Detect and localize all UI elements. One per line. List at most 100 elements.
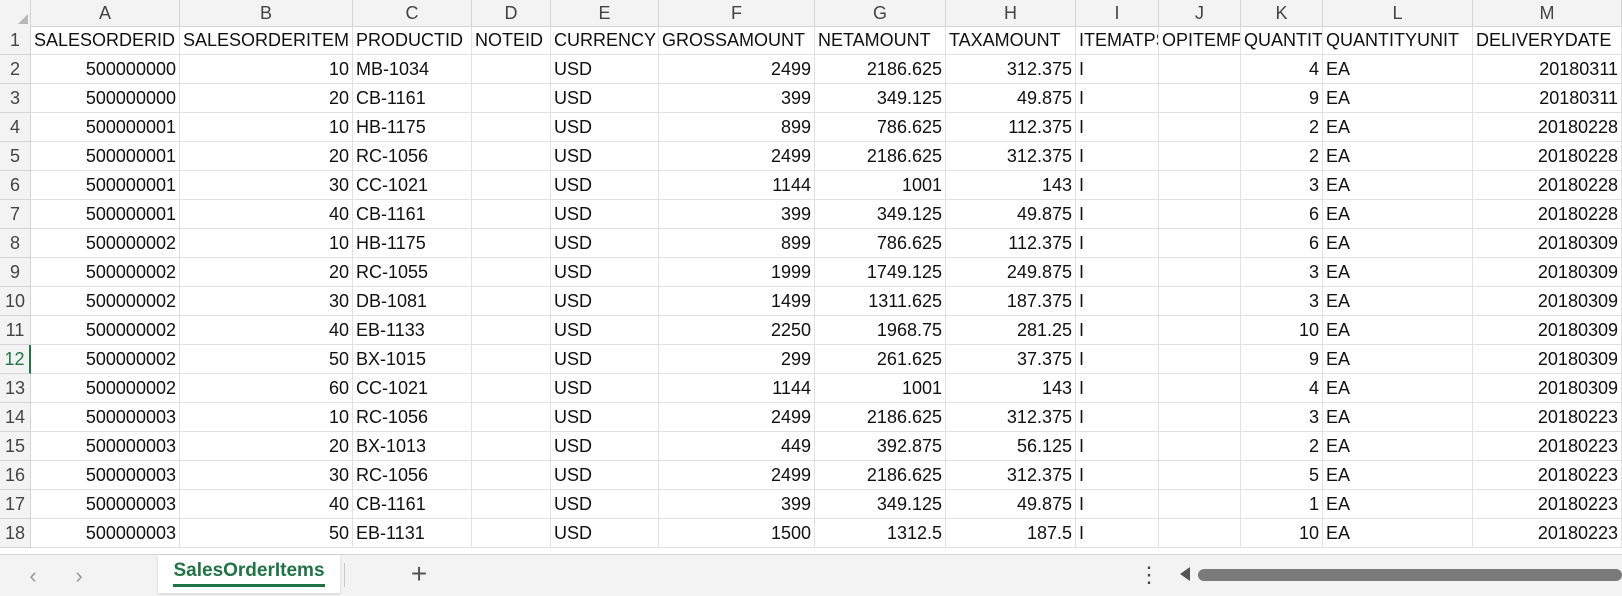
cell-m[interactable]: 20180309: [1473, 229, 1622, 258]
cell-d[interactable]: [472, 258, 551, 287]
cell-g[interactable]: 349.125: [815, 200, 946, 229]
cell-i[interactable]: I: [1076, 229, 1159, 258]
cell-i[interactable]: I: [1076, 345, 1159, 374]
cell-b[interactable]: 10: [180, 55, 353, 84]
cell-i[interactable]: I: [1076, 200, 1159, 229]
cell-c[interactable]: BX-1013: [353, 432, 472, 461]
cell-d[interactable]: [472, 519, 551, 548]
cell-b[interactable]: 20: [180, 84, 353, 113]
cell-k[interactable]: 9: [1241, 84, 1323, 113]
cell-m[interactable]: 20180309: [1473, 287, 1622, 316]
cell-g[interactable]: 261.625: [815, 345, 946, 374]
cell-b[interactable]: 50: [180, 345, 353, 374]
cell-m[interactable]: 20180223: [1473, 490, 1622, 519]
cell-b[interactable]: 20: [180, 432, 353, 461]
cell-f[interactable]: 1500: [659, 519, 815, 548]
scrollbar-thumb[interactable]: [1198, 569, 1622, 581]
cell-a[interactable]: 500000003: [31, 519, 180, 548]
cell-l[interactable]: EA: [1323, 55, 1473, 84]
cell-h[interactable]: 187.5: [946, 519, 1076, 548]
cell-d[interactable]: [472, 113, 551, 142]
cell-b[interactable]: 10: [180, 403, 353, 432]
cell-c[interactable]: CB-1161: [353, 200, 472, 229]
cell-g[interactable]: 1968.75: [815, 316, 946, 345]
cell-m[interactable]: 20180223: [1473, 461, 1622, 490]
cell-c[interactable]: RC-1056: [353, 403, 472, 432]
cell-m[interactable]: 20180228: [1473, 142, 1622, 171]
cell-l[interactable]: EA: [1323, 229, 1473, 258]
cell-h[interactable]: 312.375: [946, 403, 1076, 432]
cell-b[interactable]: 20: [180, 142, 353, 171]
cell-h[interactable]: 112.375: [946, 113, 1076, 142]
column-header-b[interactable]: B: [180, 0, 353, 26]
cell-c[interactable]: CB-1161: [353, 84, 472, 113]
cell-j[interactable]: [1159, 403, 1241, 432]
cell-k[interactable]: 2: [1241, 142, 1323, 171]
cell-b[interactable]: 40: [180, 490, 353, 519]
cell-c[interactable]: EB-1131: [353, 519, 472, 548]
cell-l[interactable]: EA: [1323, 171, 1473, 200]
column-title-cell[interactable]: ITEMATPSTATUS: [1076, 26, 1159, 55]
row-header-16[interactable]: 16: [0, 461, 31, 490]
cell-f[interactable]: 2499: [659, 403, 815, 432]
cell-e[interactable]: USD: [551, 432, 659, 461]
cell-a[interactable]: 500000003: [31, 490, 180, 519]
cell-i[interactable]: I: [1076, 287, 1159, 316]
cell-d[interactable]: [472, 229, 551, 258]
cell-i[interactable]: I: [1076, 316, 1159, 345]
cell-a[interactable]: 500000001: [31, 142, 180, 171]
cell-j[interactable]: [1159, 374, 1241, 403]
column-header-e[interactable]: E: [551, 0, 659, 26]
cell-e[interactable]: USD: [551, 403, 659, 432]
cell-i[interactable]: I: [1076, 113, 1159, 142]
cell-f[interactable]: 2499: [659, 55, 815, 84]
cell-g[interactable]: 1311.625: [815, 287, 946, 316]
cell-a[interactable]: 500000002: [31, 316, 180, 345]
column-title-cell[interactable]: QUANTITYUNIT: [1323, 26, 1473, 55]
cell-k[interactable]: 4: [1241, 55, 1323, 84]
cell-h[interactable]: 112.375: [946, 229, 1076, 258]
next-sheet-icon[interactable]: ›: [75, 563, 83, 588]
cell-e[interactable]: USD: [551, 229, 659, 258]
cell-a[interactable]: 500000003: [31, 403, 180, 432]
cell-b[interactable]: 50: [180, 519, 353, 548]
cell-i[interactable]: I: [1076, 461, 1159, 490]
cell-f[interactable]: 1499: [659, 287, 815, 316]
cell-k[interactable]: 9: [1241, 345, 1323, 374]
cell-k[interactable]: 4: [1241, 374, 1323, 403]
cell-g[interactable]: 1749.125: [815, 258, 946, 287]
cell-e[interactable]: USD: [551, 171, 659, 200]
cell-h[interactable]: 281.25: [946, 316, 1076, 345]
cell-g[interactable]: 2186.625: [815, 55, 946, 84]
cell-l[interactable]: EA: [1323, 287, 1473, 316]
cell-m[interactable]: 20180228: [1473, 171, 1622, 200]
column-header-c[interactable]: C: [353, 0, 472, 26]
cell-b[interactable]: 30: [180, 461, 353, 490]
cell-c[interactable]: HB-1175: [353, 113, 472, 142]
cell-f[interactable]: 399: [659, 490, 815, 519]
column-header-h[interactable]: H: [946, 0, 1076, 26]
cell-c[interactable]: BX-1015: [353, 345, 472, 374]
cell-e[interactable]: USD: [551, 461, 659, 490]
cell-j[interactable]: [1159, 113, 1241, 142]
cell-k[interactable]: 3: [1241, 287, 1323, 316]
cell-g[interactable]: 2186.625: [815, 403, 946, 432]
column-header-m[interactable]: M: [1473, 0, 1622, 26]
row-header-4[interactable]: 4: [0, 113, 31, 142]
cell-e[interactable]: USD: [551, 142, 659, 171]
cell-d[interactable]: [472, 461, 551, 490]
cell-h[interactable]: 312.375: [946, 142, 1076, 171]
cell-k[interactable]: 5: [1241, 461, 1323, 490]
cell-l[interactable]: EA: [1323, 142, 1473, 171]
cell-m[interactable]: 20180223: [1473, 519, 1622, 548]
column-title-cell[interactable]: NETAMOUNT: [815, 26, 946, 55]
cell-i[interactable]: I: [1076, 171, 1159, 200]
cell-j[interactable]: [1159, 432, 1241, 461]
column-header-a[interactable]: A: [31, 0, 180, 26]
cell-l[interactable]: EA: [1323, 200, 1473, 229]
more-options-icon[interactable]: ⋮: [1138, 562, 1160, 587]
cell-g[interactable]: 1312.5: [815, 519, 946, 548]
cell-j[interactable]: [1159, 84, 1241, 113]
cell-i[interactable]: I: [1076, 519, 1159, 548]
cell-e[interactable]: USD: [551, 55, 659, 84]
